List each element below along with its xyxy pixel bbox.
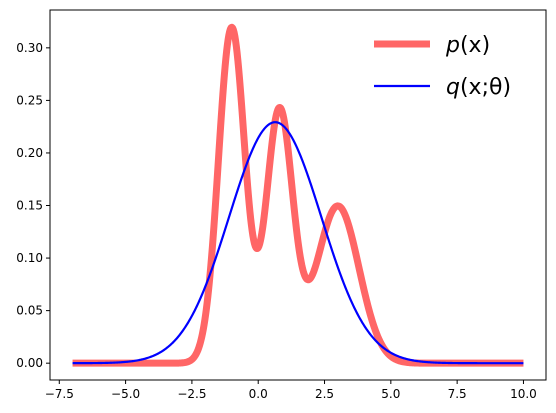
y-tick-label: 0.30	[16, 41, 43, 55]
x-tick-label: 2.5	[315, 387, 334, 401]
y-tick-label: 0.10	[16, 251, 43, 265]
x-tick-label: 10.0	[510, 387, 537, 401]
legend-label-p-args: (x)	[460, 33, 490, 58]
legend-label-q: q(x;θ)	[446, 75, 511, 100]
x-tick-label: 5.0	[381, 387, 400, 401]
x-axis: −7.5 −5.0 −2.5 0.0 2.5 5.0 7.5 10.0	[45, 380, 537, 401]
x-tick-label: −7.5	[45, 387, 74, 401]
series-line-q	[72, 121, 524, 365]
y-tick-label: 0.20	[16, 146, 43, 160]
y-axis: 0.00 0.05 0.10 0.15 0.20 0.25 0.30	[16, 41, 50, 370]
x-tick-label: −5.0	[111, 387, 140, 401]
x-tick-label: 0.0	[249, 387, 268, 401]
legend: p(x) q(x;θ)	[374, 33, 511, 100]
plot-frame	[49, 9, 547, 381]
legend-label-p: p(x)	[445, 33, 490, 58]
x-tick-label: 7.5	[448, 387, 467, 401]
x-tick-label: −2.5	[177, 387, 206, 401]
y-tick-label: 0.15	[16, 199, 43, 213]
y-tick-label: 0.05	[16, 304, 43, 318]
legend-label-p-main: p	[445, 33, 460, 58]
y-tick-label: 0.00	[16, 356, 43, 370]
y-tick-label: 0.25	[16, 93, 43, 107]
legend-label-q-args: (x;θ)	[460, 75, 511, 100]
plot-background	[50, 10, 546, 380]
legend-label-q-main: q	[446, 75, 460, 100]
plot-area	[50, 10, 546, 380]
